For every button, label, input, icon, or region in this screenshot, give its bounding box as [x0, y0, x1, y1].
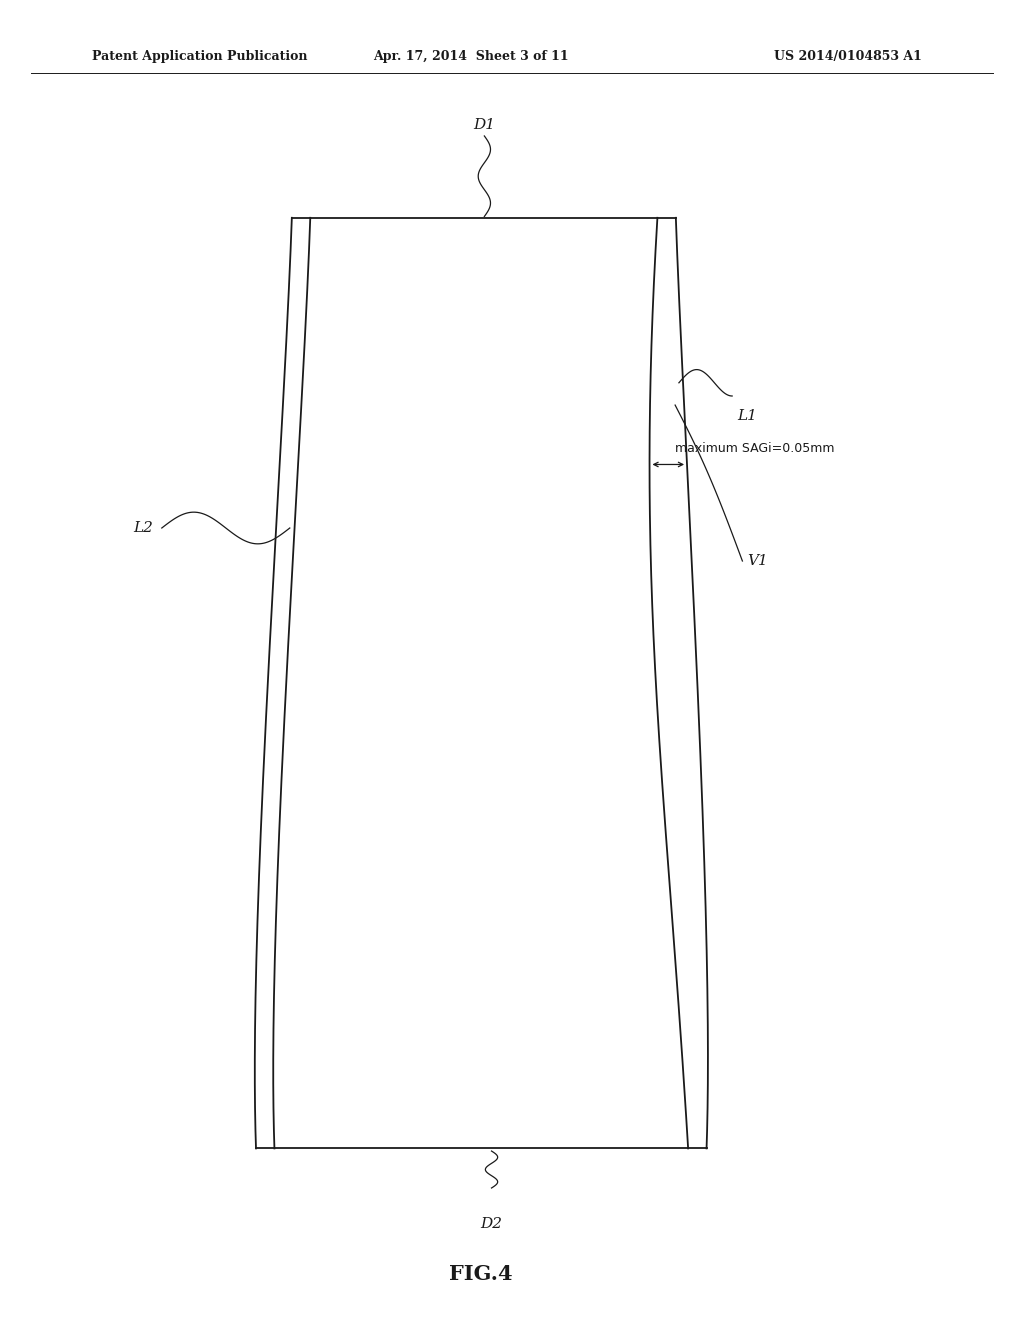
- Text: V1: V1: [748, 554, 768, 568]
- Text: L2: L2: [134, 521, 154, 535]
- Text: L1: L1: [737, 409, 757, 422]
- Text: US 2014/0104853 A1: US 2014/0104853 A1: [774, 50, 922, 63]
- Text: D1: D1: [473, 117, 496, 132]
- Text: FIG.4: FIG.4: [450, 1263, 513, 1284]
- Text: Apr. 17, 2014  Sheet 3 of 11: Apr. 17, 2014 Sheet 3 of 11: [373, 50, 569, 63]
- Text: D2: D2: [480, 1217, 503, 1232]
- Text: maximum SAGi=0.05mm: maximum SAGi=0.05mm: [675, 442, 835, 455]
- Text: Patent Application Publication: Patent Application Publication: [92, 50, 307, 63]
